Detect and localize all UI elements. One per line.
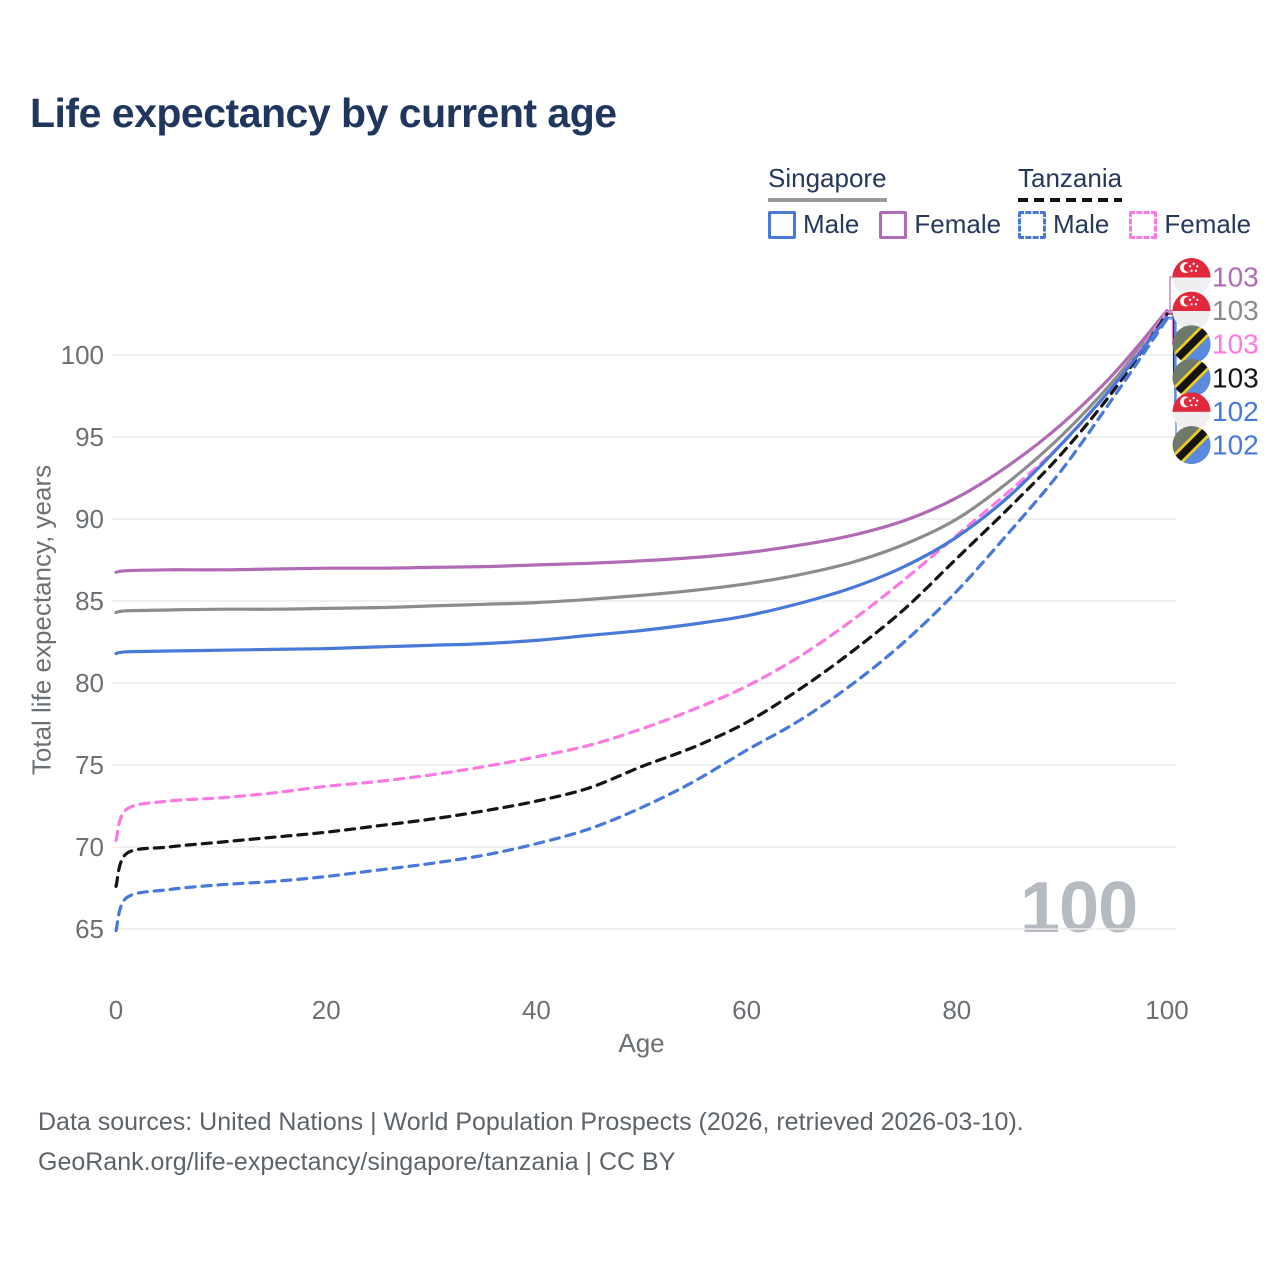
x-tick-label: 60: [732, 995, 761, 1025]
page-title: Life expectancy by current age: [30, 90, 617, 136]
legend-item-tanzania-male[interactable]: Male: [1018, 209, 1109, 240]
legend-group-title: Singapore: [768, 163, 887, 193]
end-value-label: 103: [1212, 329, 1259, 360]
legend-header-singapore: Singapore: [768, 163, 887, 202]
flag-icon-singapore: [1172, 258, 1211, 296]
y-axis-title: Total life expectancy, years: [26, 464, 57, 776]
flag-icon-singapore: [1172, 392, 1211, 431]
legend-item-label: Female: [1164, 209, 1252, 239]
y-tick-label: 80: [75, 668, 104, 698]
footer-data-sources: Data sources: United Nations | World Pop…: [38, 1108, 1024, 1136]
end-value-label: 102: [1212, 396, 1259, 427]
y-tick-label: 90: [75, 504, 104, 534]
singapore-male-checkbox[interactable]: [768, 210, 796, 239]
tanzania-female-checkbox[interactable]: [1129, 210, 1158, 239]
legend-item-label: Male: [803, 209, 860, 239]
y-tick-label: 85: [75, 586, 104, 616]
end-label-leader: [1168, 276, 1174, 312]
flag-icon-tanzania: [1172, 358, 1211, 397]
x-axis-title: Age: [618, 1028, 665, 1058]
series-line-singapore-female[interactable]: [114, 309, 1169, 574]
y-tick-label: 75: [75, 750, 104, 780]
x-tick-label: 20: [312, 995, 341, 1025]
series-line-singapore-male[interactable]: [114, 315, 1169, 656]
singapore-line-style-swatch: [768, 198, 887, 202]
y-tick-label: 100: [61, 340, 104, 370]
series-line-tanzania-female[interactable]: [114, 310, 1169, 842]
x-tick-label: 40: [522, 995, 551, 1025]
legend-item-singapore-male[interactable]: Male: [768, 209, 859, 240]
legend-item-tanzania-female[interactable]: Female: [1129, 209, 1251, 240]
y-tick-label: 65: [75, 914, 104, 944]
flag-icon-tanzania: [1172, 325, 1211, 364]
legend-item-singapore-female[interactable]: Female: [879, 209, 1001, 240]
y-tick-label: 70: [75, 832, 104, 862]
series-line-tanzania-both[interactable]: [114, 312, 1169, 888]
legend-group-tanzania: Tanzania Male Female: [1018, 163, 1271, 240]
end-value-label: 103: [1212, 362, 1259, 393]
legend-group-title: Tanzania: [1018, 163, 1123, 193]
y-tick-label: 95: [75, 422, 104, 452]
x-tick-label: 80: [942, 995, 971, 1025]
end-value-label: 103: [1212, 262, 1259, 293]
series-line-tanzania-male[interactable]: [114, 317, 1169, 933]
legend-item-label: Male: [1053, 209, 1110, 239]
series-line-singapore-both[interactable]: [114, 310, 1169, 615]
end-value-label: 103: [1212, 295, 1259, 326]
tanzania-male-checkbox[interactable]: [1018, 210, 1046, 239]
age-watermark: 100: [1020, 868, 1138, 948]
end-value-label: 102: [1212, 430, 1259, 461]
legend-item-label: Female: [914, 209, 1002, 239]
x-tick-label: 100: [1145, 995, 1188, 1025]
legend-header-tanzania: Tanzania: [1018, 163, 1123, 202]
tanzania-line-style-swatch: [1018, 198, 1123, 202]
legend-group-singapore: Singapore Male Female: [768, 163, 1021, 240]
x-tick-label: 0: [109, 995, 123, 1025]
flag-icon-tanzania: [1172, 426, 1211, 464]
singapore-female-checkbox[interactable]: [879, 210, 908, 239]
flag-icon-singapore: [1172, 291, 1211, 330]
footer-attribution: GeoRank.org/life-expectancy/singapore/ta…: [38, 1148, 676, 1176]
